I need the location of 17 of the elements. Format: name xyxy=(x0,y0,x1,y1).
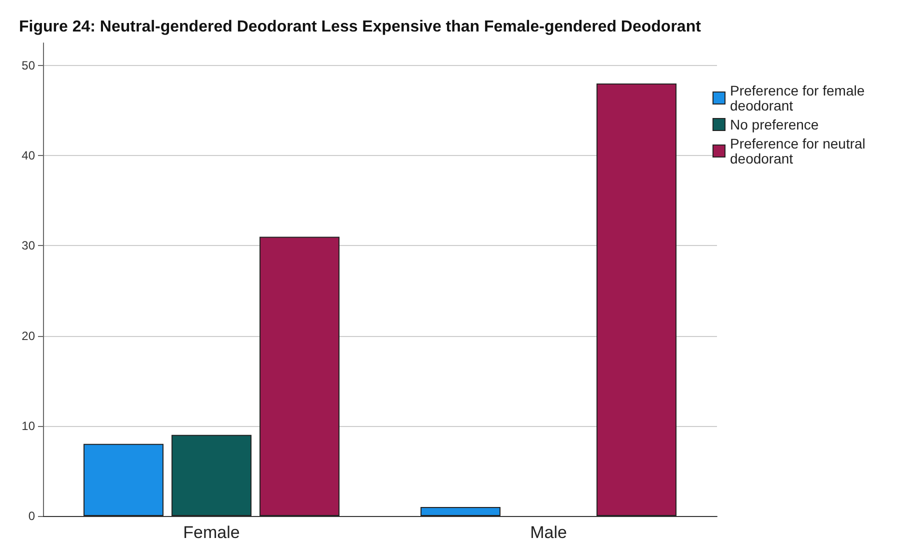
y-tick-label: 0 xyxy=(28,509,36,523)
bar xyxy=(420,506,500,516)
bar xyxy=(260,236,340,516)
y-tick-label: 50 xyxy=(22,58,36,73)
x-tick-label: Female xyxy=(183,523,240,542)
y-tick-label: 20 xyxy=(22,328,36,343)
legend-label: Preference for female deodorant xyxy=(730,82,869,114)
bar xyxy=(172,434,252,516)
y-tick-label: 10 xyxy=(22,418,36,433)
bar xyxy=(84,444,164,516)
y-tick-label: 30 xyxy=(22,238,36,253)
legend-label: Preference for neutral deodorant xyxy=(730,136,870,166)
legend-label: No preference xyxy=(730,116,819,132)
bar xyxy=(596,84,676,516)
y-tick-label: 40 xyxy=(22,148,36,163)
x-tick-label: Male xyxy=(530,523,567,542)
chart-title: Figure 24: Neutral-gendered Deodorant Less Expensive than Female-gendered Deodorant xyxy=(19,18,702,36)
